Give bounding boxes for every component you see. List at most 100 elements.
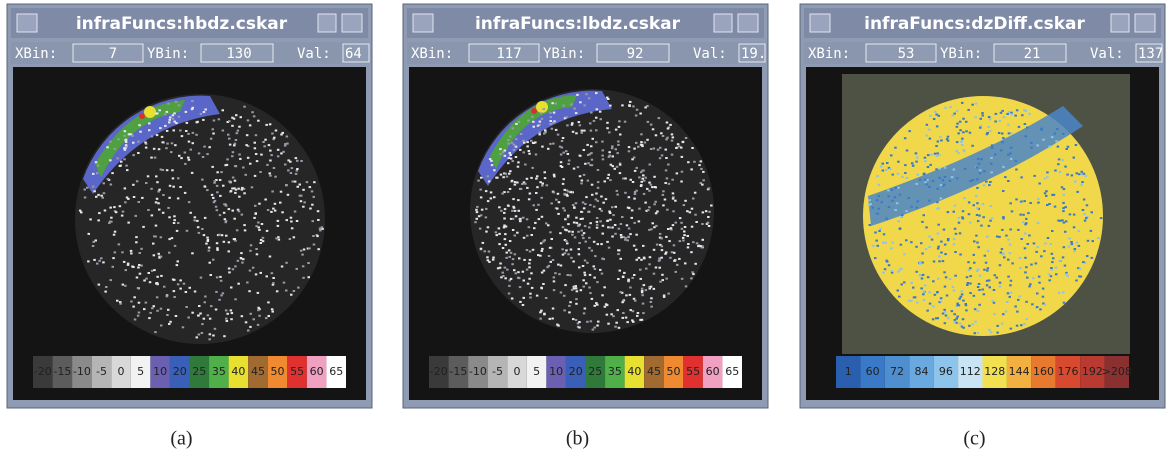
noise-dot: [131, 266, 134, 268]
noise-dot: [527, 283, 530, 285]
noise-dot: [937, 224, 940, 226]
xbin-label: XBin:: [411, 46, 453, 62]
noise-dot: [904, 164, 907, 166]
noise-dot: [236, 229, 239, 231]
noise-dot: [635, 190, 638, 192]
noise-dot: [708, 225, 711, 227]
maximize-button[interactable]: [342, 14, 362, 32]
noise-dot: [635, 249, 638, 251]
noise-dot: [1081, 184, 1084, 186]
minimize-button[interactable]: [714, 14, 732, 32]
noise-dot: [560, 265, 563, 267]
noise-dot: [241, 214, 244, 216]
noise-dot: [643, 193, 646, 195]
noise-dot: [149, 281, 152, 283]
minimize-button[interactable]: [318, 14, 336, 32]
noise-dot: [228, 241, 231, 243]
noise-dot: [639, 269, 642, 271]
noise-dot: [575, 132, 578, 134]
noise-dot: [651, 186, 654, 188]
maximize-button[interactable]: [738, 14, 758, 32]
noise-dot: [518, 257, 521, 259]
noise-dot: [1024, 123, 1027, 125]
noise-dot: [1039, 308, 1042, 310]
noise-dot: [944, 176, 947, 178]
noise-dot: [1053, 194, 1056, 196]
noise-dot: [583, 312, 586, 314]
noise-dot: [581, 234, 584, 236]
noise-dot: [584, 163, 587, 165]
noise-dot: [590, 145, 593, 147]
noise-dot: [209, 318, 212, 320]
noise-dot: [294, 181, 297, 183]
menu-button[interactable]: [810, 14, 830, 32]
noise-dot: [607, 98, 610, 100]
noise-dot: [888, 264, 891, 266]
noise-dot: [125, 165, 128, 167]
noise-dot: [499, 153, 502, 155]
noise-dot: [977, 220, 980, 222]
noise-dot: [954, 251, 957, 253]
caption: (c): [963, 428, 985, 450]
noise-dot: [579, 124, 582, 126]
noise-dot: [571, 122, 574, 124]
noise-dot: [514, 235, 517, 237]
noise-dot: [1062, 210, 1065, 212]
noise-dot: [593, 265, 596, 267]
noise-dot: [943, 309, 946, 311]
noise-dot: [986, 270, 989, 272]
noise-dot: [168, 121, 171, 123]
noise-dot: [667, 164, 670, 166]
noise-dot: [148, 122, 151, 124]
noise-dot: [210, 305, 213, 307]
noise-dot: [906, 177, 909, 179]
noise-dot: [506, 269, 509, 271]
noise-dot: [238, 154, 241, 156]
noise-dot: [1066, 174, 1069, 176]
noise-dot: [280, 191, 283, 193]
noise-dot: [508, 249, 511, 251]
noise-dot: [547, 148, 550, 150]
noise-dot: [1004, 176, 1007, 178]
noise-dot: [220, 294, 223, 296]
noise-dot: [131, 135, 134, 137]
noise-dot: [498, 227, 501, 229]
noise-dot: [953, 243, 956, 245]
noise-dot: [694, 263, 697, 265]
noise-dot: [166, 314, 169, 316]
noise-dot: [641, 181, 644, 183]
noise-dot: [198, 334, 201, 336]
noise-dot: [1010, 280, 1013, 282]
noise-dot: [1058, 158, 1061, 160]
noise-dot: [138, 201, 141, 203]
menu-button[interactable]: [413, 14, 433, 32]
noise-dot: [972, 179, 975, 181]
noise-dot: [575, 319, 578, 321]
noise-dot: [299, 195, 302, 197]
noise-dot: [216, 185, 219, 187]
xbin-value: 53: [898, 46, 915, 62]
noise-dot: [990, 163, 993, 165]
noise-dot: [256, 253, 259, 255]
noise-dot: [228, 138, 231, 140]
maximize-button[interactable]: [1135, 14, 1155, 32]
noise-dot: [505, 257, 508, 259]
noise-dot: [869, 224, 872, 226]
noise-dot: [614, 224, 617, 226]
noise-dot: [627, 239, 630, 241]
noise-dot: [295, 173, 298, 175]
noise-dot: [103, 192, 106, 194]
noise-dot: [1030, 147, 1033, 149]
noise-dot: [998, 132, 1001, 134]
noise-dot: [963, 197, 966, 199]
colorbar-label: 45: [251, 365, 265, 378]
noise-dot: [983, 293, 986, 295]
menu-button[interactable]: [17, 14, 37, 32]
noise-dot: [197, 315, 200, 317]
noise-dot: [484, 250, 487, 252]
noise-dot: [172, 118, 175, 120]
noise-dot: [1021, 114, 1024, 116]
noise-dot: [700, 168, 703, 170]
minimize-button[interactable]: [1111, 14, 1129, 32]
noise-dot: [672, 136, 675, 138]
